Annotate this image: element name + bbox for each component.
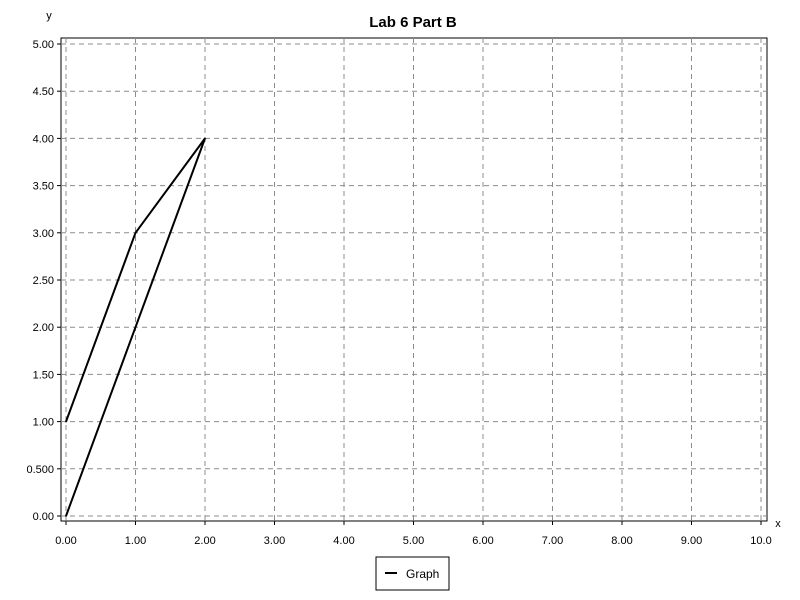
chart-title: Lab 6 Part B — [369, 14, 457, 31]
data-point — [134, 232, 137, 234]
y-tick-label: 3.00 — [33, 228, 54, 240]
legend-label: Graph — [406, 567, 439, 581]
x-tick-label: 6.00 — [472, 535, 493, 547]
y-axis-label: y — [46, 10, 52, 22]
y-tick-label: 4.50 — [33, 86, 54, 98]
x-tick-label: 7.00 — [542, 535, 563, 547]
x-tick-label: 2.00 — [194, 535, 215, 547]
y-tick-label: 1.50 — [33, 369, 54, 381]
series-line — [65, 137, 206, 517]
data-point — [204, 137, 206, 140]
y-tick-label: 2.00 — [33, 322, 54, 334]
y-tick-label: 3.50 — [33, 181, 54, 193]
x-tick-label: 0.00 — [55, 535, 76, 547]
y-tick-label: 0.00 — [33, 511, 54, 523]
y-tick-label: 1.00 — [33, 417, 54, 429]
axis-ticks: 0.00 1.00 2.00 3.00 4.00 5.00 6.00 7.00 8.00 9.00… — [26, 39, 771, 547]
grid — [61, 38, 767, 521]
x-tick-label: 9.00 — [681, 535, 702, 547]
y-tick-label: 5.00 — [33, 39, 54, 51]
x-tick-label: 5.00 — [403, 535, 424, 547]
y-tick-label: 0.500 — [26, 464, 54, 476]
data-point — [65, 515, 67, 517]
x-tick-label: 10.0 — [750, 535, 771, 547]
y-tick-label: 2.50 — [33, 275, 54, 287]
legend: Graph — [375, 556, 450, 591]
y-tick-label: 4.00 — [33, 133, 54, 145]
data-point — [65, 420, 67, 423]
x-tick-label: 8.00 — [611, 535, 632, 547]
series-layer — [65, 137, 206, 517]
x-tick-label: 4.00 — [333, 535, 354, 547]
x-tick-label: 1.00 — [125, 535, 146, 547]
x-axis-label: x — [775, 518, 781, 530]
x-tick-label: 3.00 — [264, 535, 285, 547]
